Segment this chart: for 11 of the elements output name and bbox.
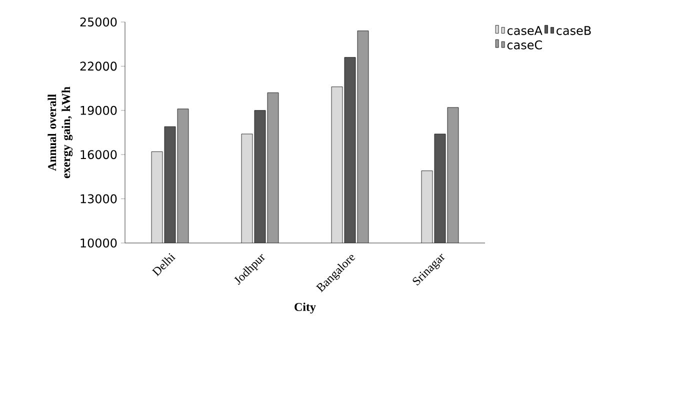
y-tick-label: 13000: [80, 194, 117, 204]
y-tick-label: 16000: [80, 150, 117, 160]
y-axis-title: Annual overall exergy gain, kWh: [48, 86, 73, 178]
legend-label: caseB: [556, 26, 591, 36]
legend-label: caseA: [507, 26, 542, 36]
legend-label: caseC: [507, 40, 542, 50]
y-tick-label: 22000: [80, 62, 117, 71]
x-axis-title: City: [294, 302, 316, 314]
y-tick-label: 25000: [80, 17, 117, 27]
y-tick-label: 19000: [80, 106, 117, 115]
y-tick-label: 10000: [80, 238, 117, 248]
